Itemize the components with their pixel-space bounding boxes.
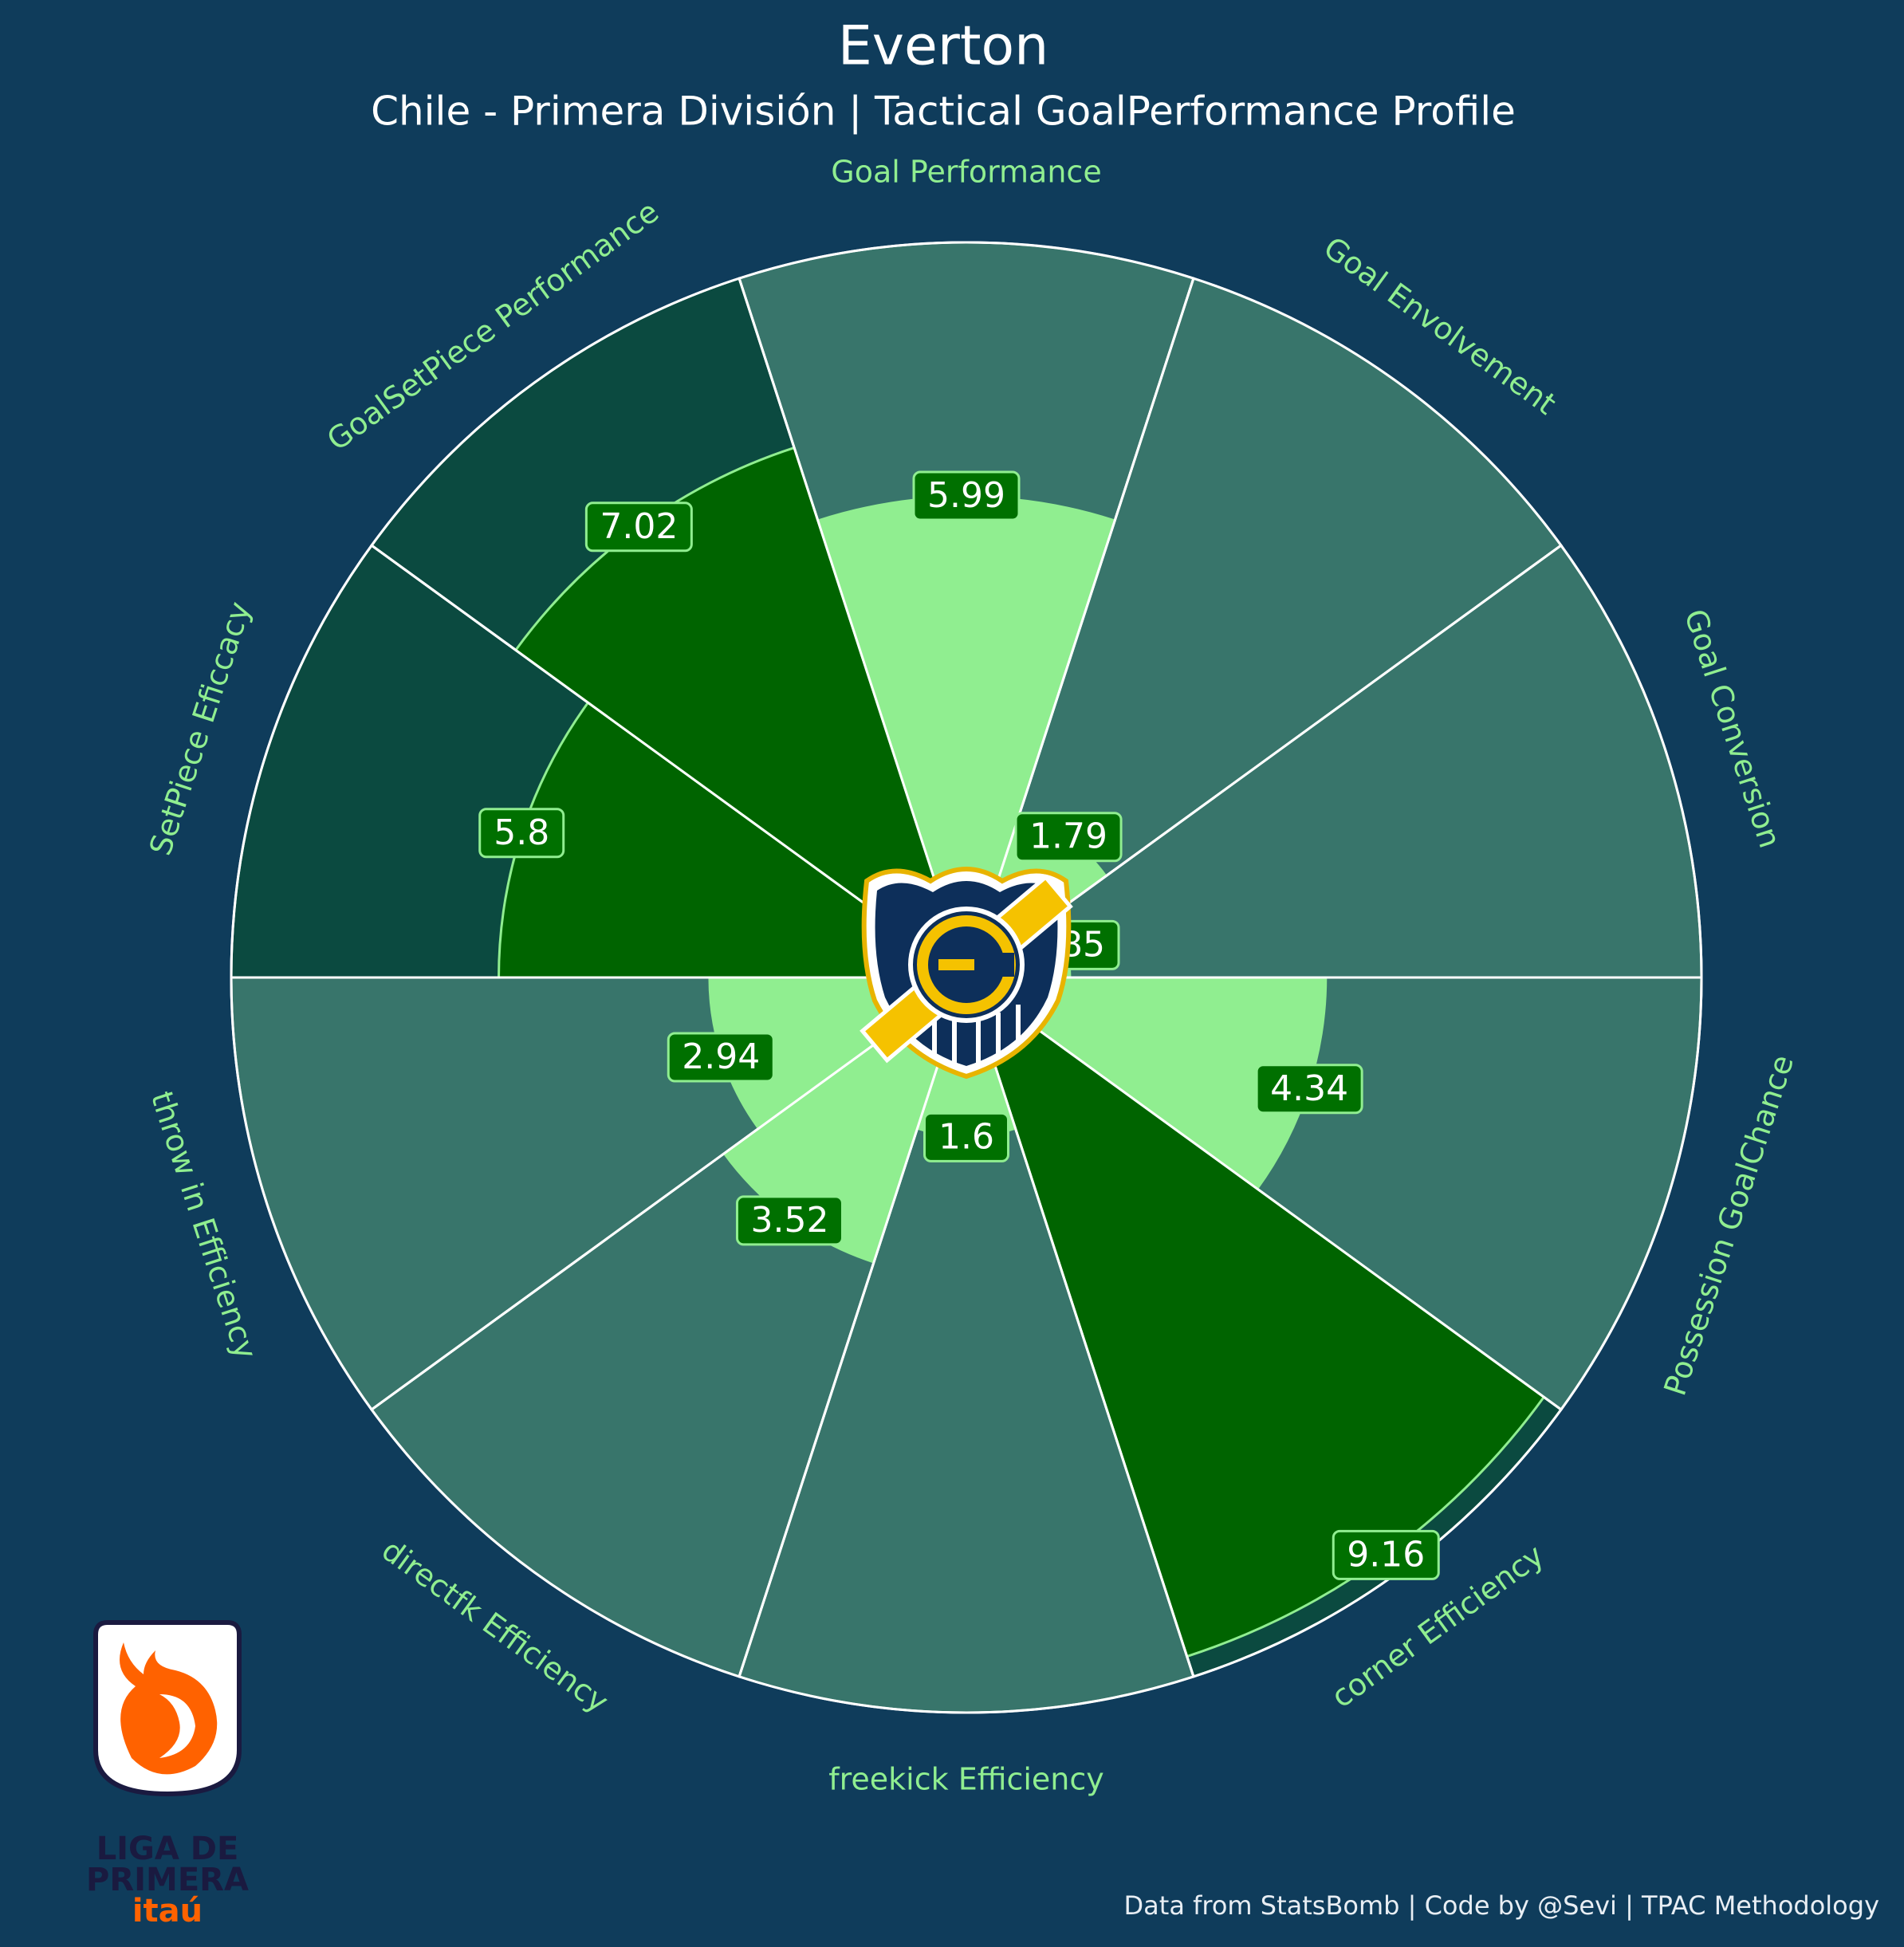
logo-text: PRIMERA bbox=[86, 1862, 249, 1898]
value-label-box bbox=[1014, 812, 1123, 863]
outer-ring bbox=[230, 241, 1703, 1714]
value-label-box bbox=[735, 1195, 844, 1246]
value-label-box bbox=[923, 1111, 1009, 1162]
value-label: 4.34 bbox=[1270, 1068, 1348, 1109]
bar bbox=[723, 977, 966, 1264]
bars bbox=[230, 241, 1703, 1714]
slice-divider bbox=[965, 277, 1195, 978]
slice-divider bbox=[738, 977, 968, 1678]
value-label-box bbox=[1255, 1064, 1363, 1115]
team-crest bbox=[860, 867, 1073, 1080]
category-label: freekick Efficiency bbox=[828, 1762, 1104, 1797]
footer: Data from StatsBomb | Code by @Sevi | TP… bbox=[1124, 1890, 1879, 1921]
value-label: 7.02 bbox=[600, 506, 678, 547]
bar bbox=[966, 977, 1328, 1190]
slice-divider bbox=[371, 976, 967, 1411]
value-label: 5.99 bbox=[927, 475, 1005, 516]
logo-text: LIGA DE bbox=[96, 1831, 239, 1867]
league-logo bbox=[93, 1620, 242, 1797]
bar bbox=[817, 496, 1115, 977]
value-label-box bbox=[584, 502, 693, 553]
slice-divider bbox=[965, 977, 1195, 1678]
slice-divider bbox=[966, 976, 1562, 1411]
value-label-box bbox=[1332, 1529, 1440, 1580]
chart-title: Everton bbox=[838, 15, 1048, 78]
value-label: 5.8 bbox=[494, 812, 549, 853]
value-label-box bbox=[667, 1032, 775, 1083]
value-label: 1.6 bbox=[938, 1116, 994, 1157]
value-label-box bbox=[912, 470, 1021, 521]
chart-subtitle: Chile - Primera División | Tactical Goal… bbox=[371, 88, 1516, 135]
value-label: 2.94 bbox=[682, 1036, 760, 1077]
value-label: 3.52 bbox=[750, 1200, 828, 1241]
value-label: 1.79 bbox=[1029, 816, 1107, 857]
logo-text: itaú bbox=[132, 1893, 203, 1929]
value-label-box bbox=[478, 808, 565, 859]
category-label: Goal Performance bbox=[831, 155, 1101, 190]
value-label: 9.16 bbox=[1347, 1534, 1425, 1575]
slice-divider bbox=[738, 277, 968, 978]
